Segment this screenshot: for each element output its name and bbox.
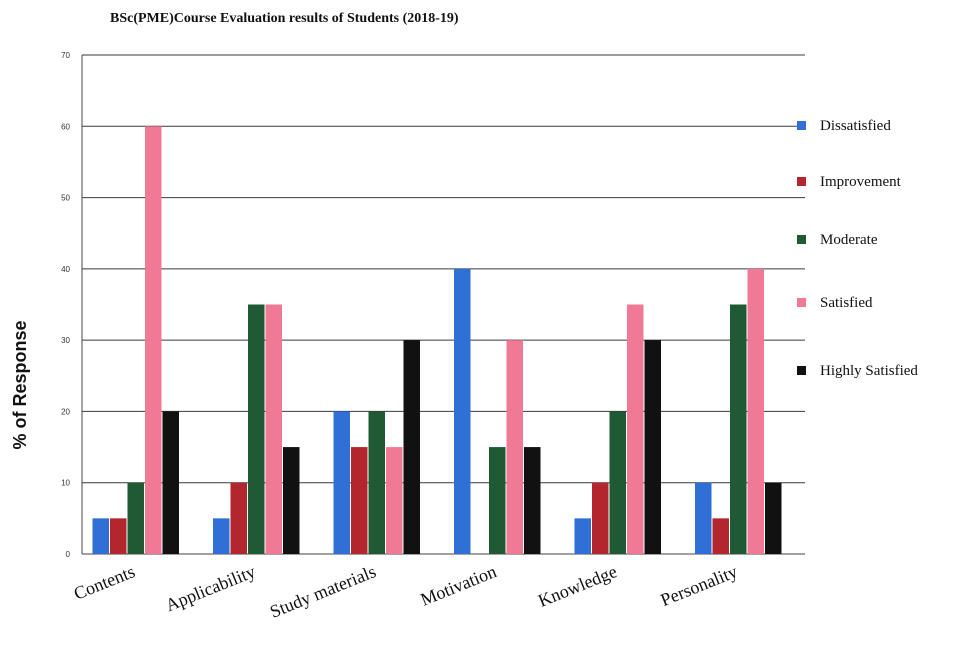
y-tick-label: 50	[61, 194, 70, 203]
legend-label: Satisfied	[820, 295, 873, 311]
bar	[145, 126, 162, 555]
y-tick-label: 0	[66, 550, 71, 559]
legend-swatch	[797, 177, 806, 186]
y-tick-label: 60	[61, 122, 70, 131]
y-axis-ticks: 0 10 20 30 40 50 60 70	[61, 51, 70, 559]
y-tick-label: 30	[61, 336, 70, 345]
legend-swatch	[797, 366, 806, 375]
x-category-label: Motivation	[418, 561, 500, 610]
legend-swatch	[797, 121, 806, 130]
y-tick-label: 40	[61, 265, 70, 274]
bar	[695, 482, 712, 554]
bar	[506, 340, 523, 554]
bar	[386, 447, 403, 554]
bar	[368, 411, 385, 554]
bar	[127, 482, 144, 554]
bar	[627, 304, 644, 554]
legend-label: Improvement	[820, 174, 902, 190]
bar	[644, 340, 661, 554]
bar	[747, 268, 764, 554]
bar	[110, 518, 127, 554]
bar	[524, 447, 541, 554]
bar	[162, 411, 179, 554]
bar	[609, 411, 626, 554]
legend-label: Highly Satisfied	[820, 363, 918, 379]
bar	[265, 304, 282, 554]
bar	[333, 411, 350, 554]
bar	[230, 482, 247, 554]
chart-title: BSc(PME)Course Evaluation results of Stu…	[110, 11, 459, 26]
x-category-label: Personality	[658, 561, 741, 610]
bar	[92, 518, 109, 554]
bars	[92, 126, 782, 555]
y-axis-label: % of Response	[10, 320, 30, 449]
bar	[403, 340, 420, 554]
gridlines	[81, 54, 805, 555]
bar	[712, 518, 729, 554]
legend-swatch	[797, 298, 806, 307]
x-axis-category-labels: Contents Applicability Study materials Moti…	[71, 561, 740, 622]
bar	[213, 518, 230, 554]
bar	[454, 268, 471, 554]
y-tick-label: 10	[61, 479, 70, 488]
legend: Dissatisfied Improvement Moderate Satisfied…	[797, 118, 918, 379]
legend-label: Dissatisfied	[820, 118, 891, 134]
bar	[574, 518, 591, 554]
bar	[730, 304, 747, 554]
bar	[283, 447, 300, 554]
bar	[351, 447, 368, 554]
bar	[592, 482, 609, 554]
bar	[765, 482, 782, 554]
legend-swatch	[797, 235, 806, 244]
bar	[248, 304, 265, 554]
x-category-label: Study materials	[267, 561, 379, 622]
y-tick-label: 20	[61, 407, 70, 416]
x-category-label: Contents	[71, 561, 138, 604]
y-tick-label: 70	[61, 51, 70, 60]
x-category-label: Applicability	[163, 561, 259, 615]
bar	[489, 447, 506, 554]
legend-label: Moderate	[820, 232, 878, 248]
x-category-label: Knowledge	[535, 561, 619, 611]
